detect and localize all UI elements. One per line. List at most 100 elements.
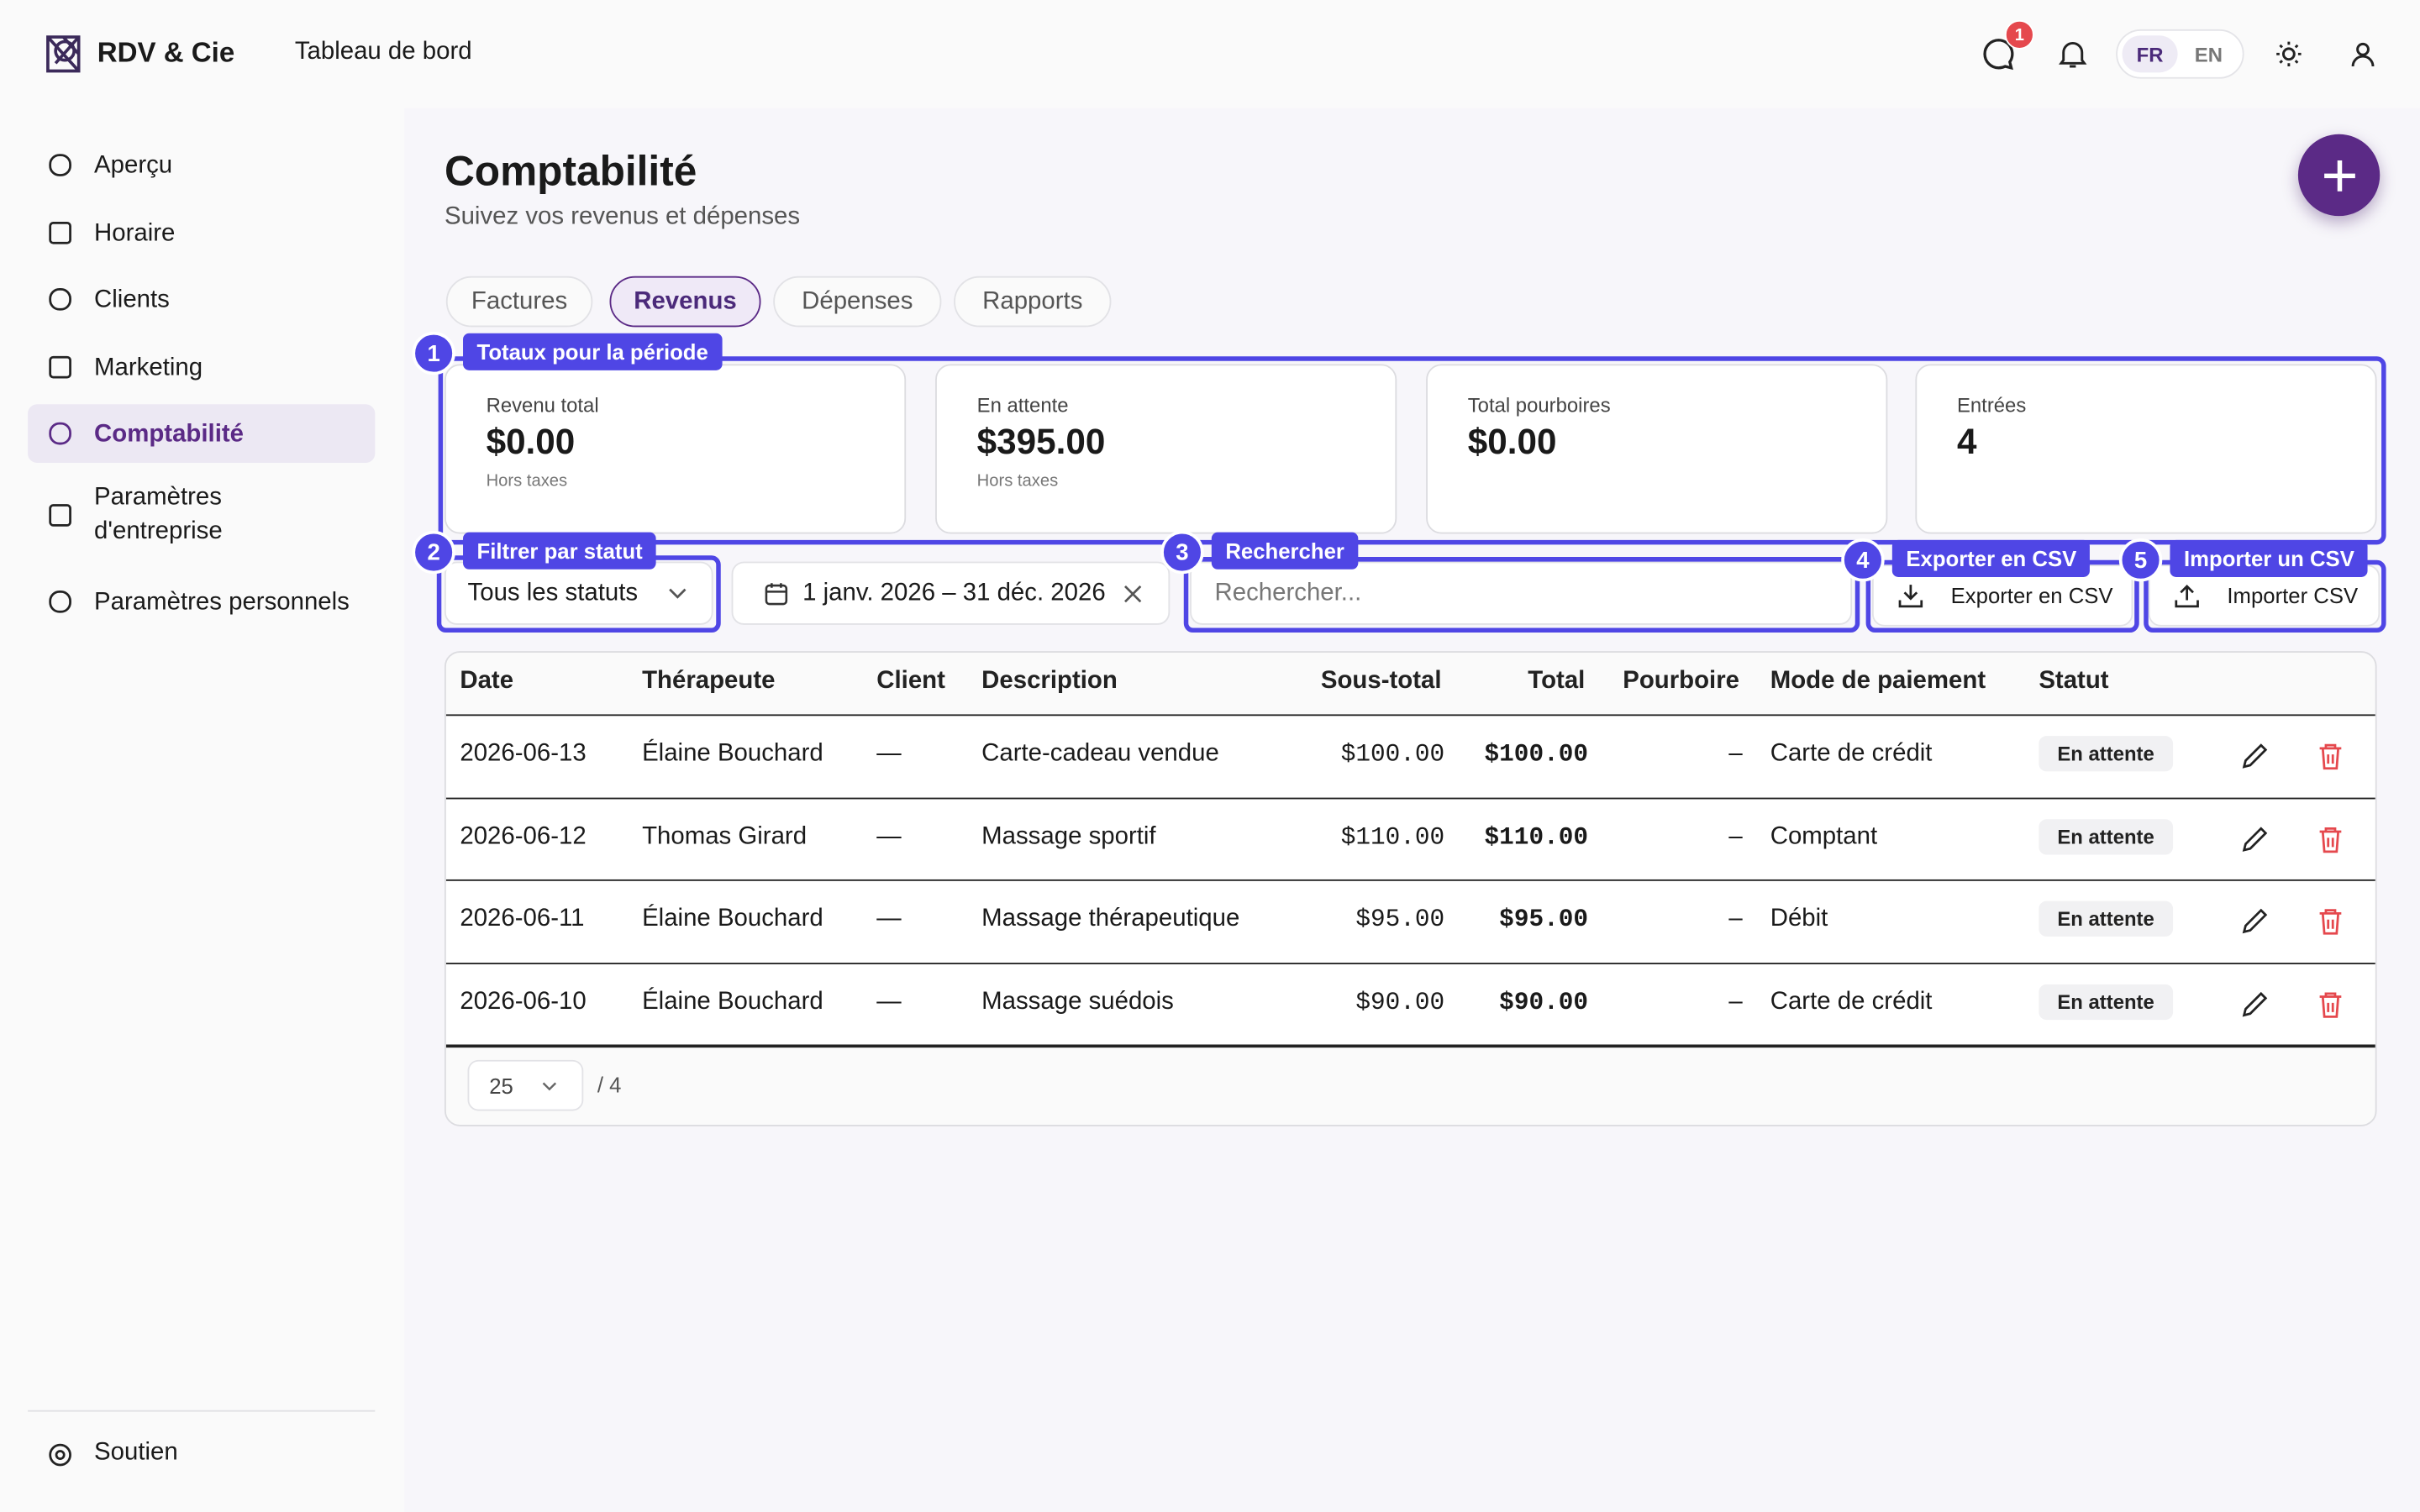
bell-icon[interactable] [2057, 39, 2088, 70]
edit-icon[interactable] [2241, 990, 2269, 1017]
annotation-number: 4 [1841, 538, 1885, 582]
stat-label: Revenu total [486, 393, 599, 417]
table-cell: Élaine Bouchard [642, 906, 823, 932]
date-range[interactable]: 1 janv. 2026 – 31 déc. 2026 [731, 561, 1171, 625]
column-header: Statut [2039, 668, 2109, 695]
stat-label: Entrées [1956, 393, 2027, 417]
tab[interactable]: Factures [445, 276, 593, 328]
stat-label: Total pourboires [1467, 393, 1611, 417]
nav-item[interactable]: Comptabilité [28, 404, 376, 464]
table-row: 2026-06-13 Élaine Bouchard — Carte-cadeau v… [445, 714, 2375, 797]
table-cell: 2026-06-12 [460, 822, 587, 850]
table-bottom-border [445, 1044, 2375, 1047]
table-cell: Débit [1770, 906, 1828, 932]
stat-card: Revenu total $0.00 Hors taxes [444, 364, 907, 534]
nav-item[interactable]: Clients [28, 270, 375, 328]
table-cell: — [876, 988, 902, 1015]
calendar-icon [765, 582, 788, 605]
nav-label: Aperçu [94, 152, 173, 180]
table-cell: Carte-cadeau vendue [981, 740, 1219, 767]
page-subtitle: Suivez vos revenus et dépenses [444, 203, 801, 230]
delete-icon[interactable] [2318, 990, 2343, 1017]
messages-icon[interactable] [1981, 37, 2015, 71]
tab[interactable]: Dépenses [773, 276, 942, 328]
column-header: Pourboire [1623, 668, 1739, 695]
amount-cell: – [1728, 906, 1743, 932]
edit-icon[interactable] [2241, 907, 2269, 935]
stat-note: Hors taxes [976, 472, 1059, 491]
column-header: Total [1528, 668, 1586, 695]
nav-icon [49, 591, 71, 613]
notification-badge: 1 [2004, 19, 2034, 50]
column-header: Client [876, 668, 945, 695]
import-text: Importer CSV [2227, 583, 2359, 608]
table-row: 2026-06-10 Élaine Bouchard — Massage suédoi… [445, 962, 2375, 1045]
annotation-number: 3 [1160, 530, 1204, 575]
support-icon [49, 1443, 71, 1467]
tab[interactable]: Rapports [954, 276, 1112, 328]
table-cell: Massage suédois [981, 988, 1174, 1015]
stat-note: Hors taxes [486, 472, 568, 491]
amount-cell: $95.00 [1499, 906, 1588, 934]
user-icon[interactable] [2348, 39, 2379, 70]
status-badge: En attente [2039, 736, 2173, 772]
annotation-label: Importer un CSV [2170, 539, 2369, 577]
amount-cell: – [1728, 988, 1743, 1015]
page-title: Comptabilité [444, 148, 697, 195]
search-input[interactable]: Rechercher... [1190, 561, 1853, 625]
status-select-text: Tous les statuts [467, 579, 639, 606]
clear-icon[interactable] [1124, 584, 1143, 602]
nav-item[interactable]: Marketing [28, 338, 375, 396]
table-cell: 2026-06-13 [460, 740, 587, 767]
nav-item[interactable]: Paramètres personnels [28, 572, 375, 631]
column-header: Thérapeute [642, 668, 776, 695]
table-cell: Élaine Bouchard [642, 988, 823, 1015]
page-size-select[interactable]: 25 [467, 1059, 584, 1111]
annotation-label: Rechercher [1211, 532, 1359, 570]
column-header: Sous-total [1320, 668, 1442, 695]
table-cell: — [876, 822, 902, 850]
export-button[interactable]: Exporter en CSV [1871, 564, 2133, 627]
annotation-number: 5 [2118, 538, 2163, 582]
delete-icon[interactable] [2318, 742, 2343, 770]
sidebar: Aperçu Horaire Clients Marketing Comptabilit… [0, 108, 405, 1512]
export-text: Exporter en CSV [1950, 583, 2113, 608]
revenue-table: Date Thérapeute Client Description Sous-tota… [444, 651, 2377, 1126]
sidebar-divider [28, 1410, 376, 1412]
table-cell: Thomas Girard [642, 822, 808, 850]
edit-icon[interactable] [2241, 742, 2269, 769]
nav-label: Clients [94, 286, 170, 313]
nav-item[interactable]: Horaire [28, 203, 375, 262]
stat-card: Entrées 4 [1915, 364, 2377, 534]
status-select[interactable]: Tous les statuts [444, 561, 713, 625]
add-button[interactable] [2297, 134, 2381, 217]
annotation-label: Filtrer par statut [463, 532, 657, 570]
language-option[interactable]: EN [2194, 42, 2223, 66]
nav-item[interactable]: Soutien [94, 1439, 178, 1466]
language-option[interactable]: FR [2122, 35, 2178, 73]
nav-label: Paramètres personnels [94, 589, 350, 616]
delete-icon[interactable] [2318, 825, 2343, 853]
nav-icon [49, 222, 71, 244]
stat-card: En attente $395.00 Hors taxes [935, 364, 1397, 534]
chevron [542, 1082, 557, 1091]
date-range-text: 1 janv. 2026 – 31 déc. 2026 [802, 579, 1106, 606]
table-cell: 2026-06-10 [460, 988, 587, 1015]
delete-icon[interactable] [2318, 907, 2343, 935]
table-cell: Massage sportif [981, 822, 1156, 850]
amount-cell: $110.00 [1340, 822, 1445, 851]
tab[interactable]: Revenus [609, 276, 761, 328]
nav-icon [49, 288, 71, 311]
nav-label: Horaire [94, 220, 176, 247]
column-header: Date [460, 668, 514, 695]
stat-value: $0.00 [1467, 421, 1557, 462]
nav-item[interactable]: Aperçu [28, 136, 375, 195]
edit-icon[interactable] [2241, 825, 2269, 853]
status-badge: En attente [2039, 900, 2173, 937]
nav-icon [49, 154, 71, 176]
nav-item[interactable]: Paramètres d'entreprise [28, 472, 375, 559]
brand: RDV & Cie [97, 37, 235, 68]
theme-icon[interactable] [2274, 39, 2305, 70]
